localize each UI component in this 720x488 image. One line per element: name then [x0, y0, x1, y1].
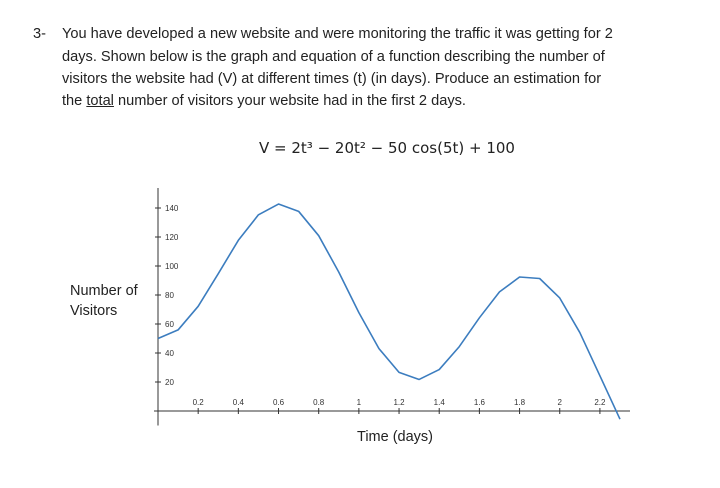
x-tick-label: 1.6 [474, 398, 486, 407]
text: number of visitors your website had in t… [113, 93, 466, 109]
x-tick-label: 2 [558, 398, 563, 407]
x-tick-label: 0.4 [233, 398, 245, 407]
question-line: days. Shown below is the graph and equat… [62, 49, 605, 65]
underlined-text: total [86, 93, 114, 109]
curve [157, 203, 621, 420]
x-tick-label: 0.8 [313, 398, 325, 407]
y-tick-label: 80 [165, 291, 174, 300]
x-tick-label: 1 [357, 398, 362, 407]
equation: V = 2t³ − 20t² − 50 cos(5t) + 100 [259, 139, 515, 157]
x-tick-label: 1.8 [514, 398, 526, 407]
x-tick-label: 0.2 [193, 398, 205, 407]
question-number: 3- [33, 26, 46, 42]
y-tick-label: 60 [165, 320, 174, 329]
y-tick-label: 20 [165, 378, 174, 387]
y-tick-label: 140 [165, 204, 179, 213]
text: the [62, 93, 87, 109]
x-axis-label: Time (days) [357, 429, 433, 445]
x-tick-label: 0.6 [273, 398, 285, 407]
question-line: the total number of visitors your websit… [62, 93, 466, 109]
x-tick-label: 1.4 [434, 398, 446, 407]
y-axis-label: Visitors [70, 303, 117, 319]
x-tick-label: 1.2 [393, 398, 405, 407]
y-axis-label: Number of [70, 283, 139, 299]
y-tick-label: 40 [165, 349, 174, 358]
x-tick-label: 2.2 [594, 398, 606, 407]
y-tick-label: 100 [165, 262, 179, 271]
y-tick-label: 120 [165, 233, 179, 242]
question-line: visitors the website had (V) at differen… [62, 71, 602, 87]
question-line: You have developed a new website and wer… [62, 26, 613, 42]
